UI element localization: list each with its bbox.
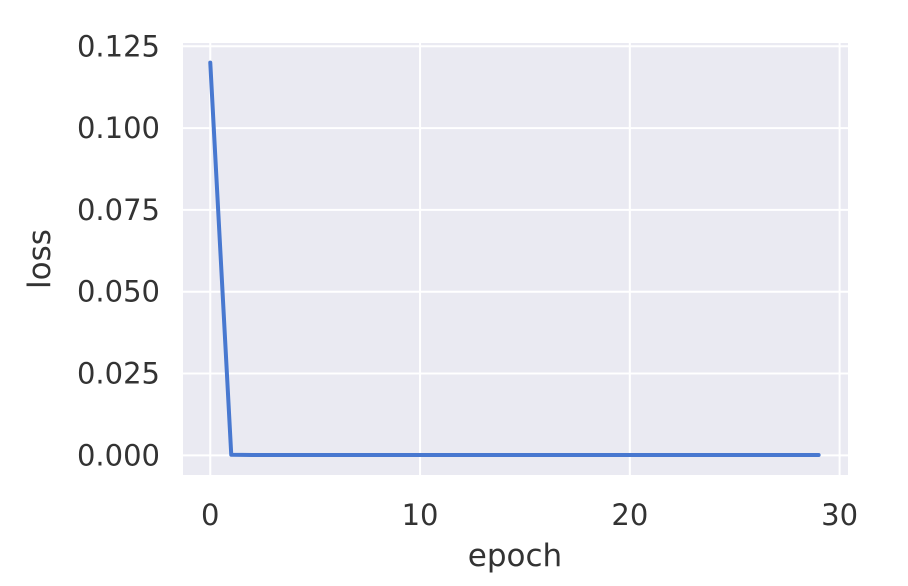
y-axis-label: loss (22, 229, 58, 289)
y-tick-label: 0.050 (77, 275, 160, 309)
x-tick-label: 30 (821, 498, 858, 532)
plot-background (183, 43, 848, 475)
y-tick-label: 0.000 (77, 438, 160, 472)
y-tick-label: 0.075 (77, 193, 160, 227)
x-axis-label: epoch (468, 538, 562, 574)
x-tick-label: 0 (201, 498, 219, 532)
x-grid (209, 43, 841, 475)
x-tick-label: 20 (611, 498, 648, 532)
y-tick-label: 0.100 (77, 111, 160, 145)
y-tick-label: 0.025 (77, 357, 160, 391)
loss-series-line (208, 60, 821, 458)
x-tick-label: 10 (402, 498, 439, 532)
y-axis-ticks: 0.000 0.025 0.050 0.075 0.100 0.125 (77, 29, 160, 472)
y-tick-label: 0.125 (77, 29, 160, 63)
x-axis-ticks: 0 10 20 30 (201, 498, 858, 532)
series-layer (208, 60, 821, 458)
